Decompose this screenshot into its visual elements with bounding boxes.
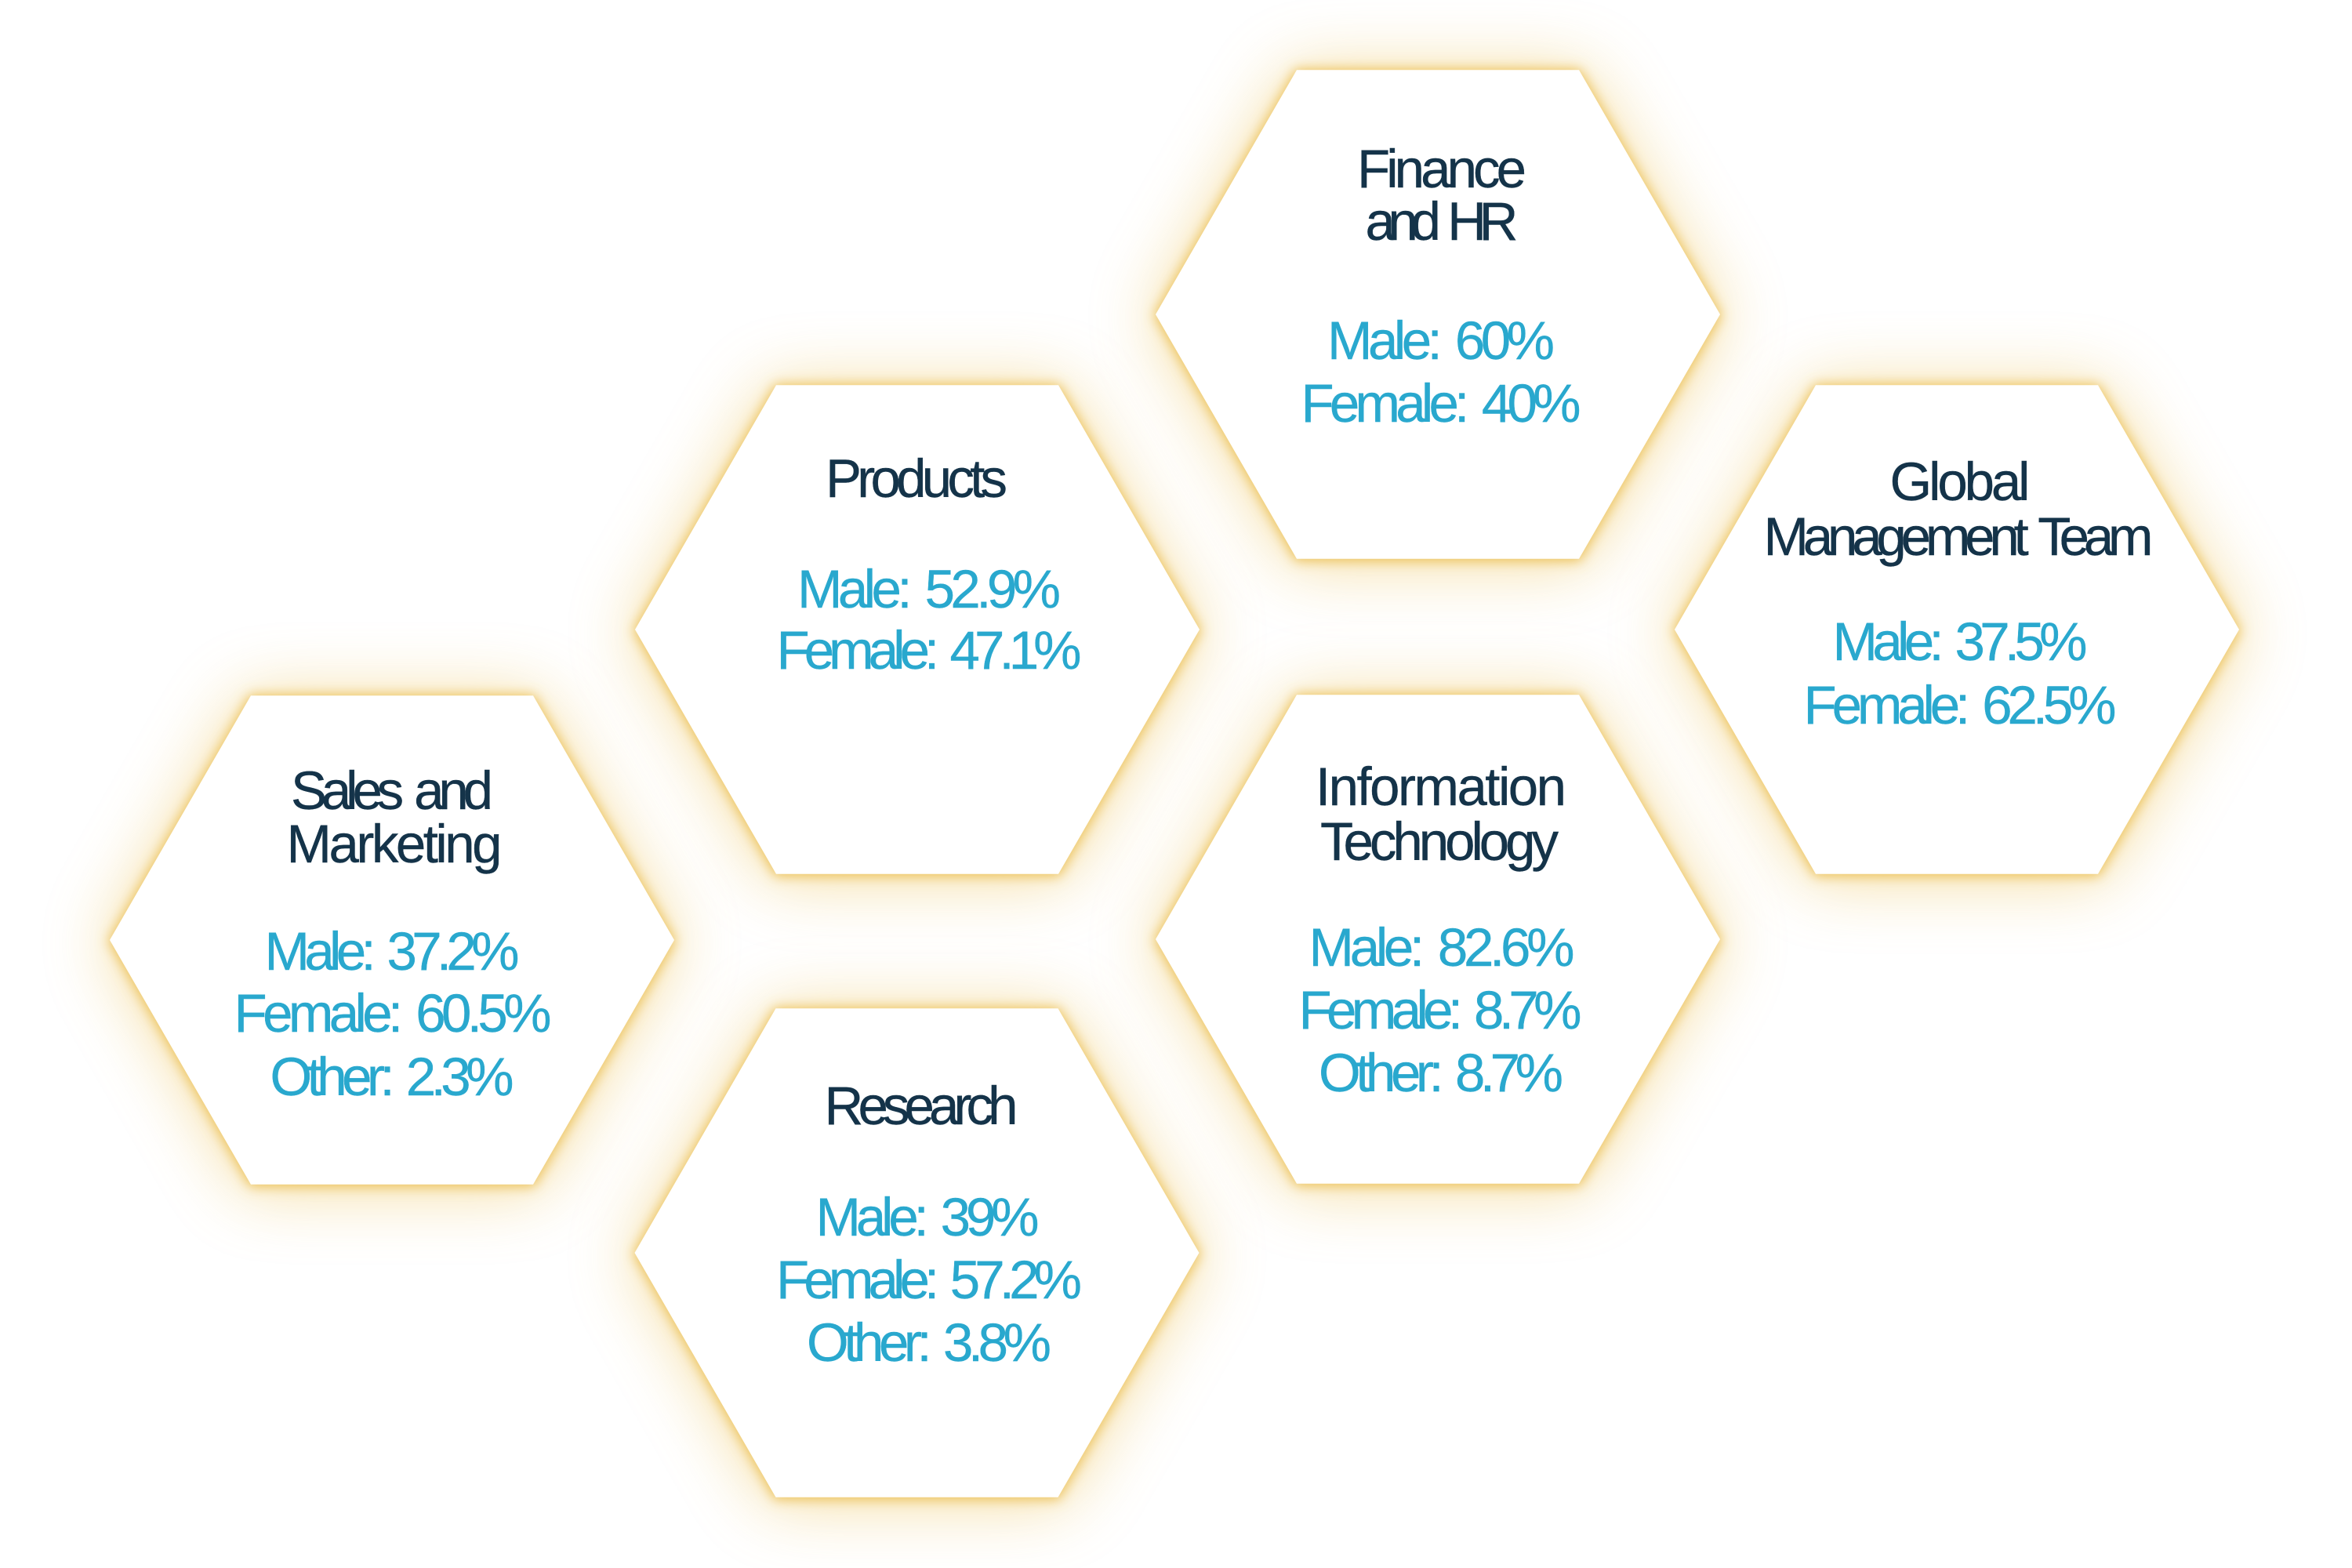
svg-text:Information: Information xyxy=(1316,757,1566,817)
svg-text:Marketing: Marketing xyxy=(287,814,503,874)
svg-text:Technology: Technology xyxy=(1320,811,1559,872)
svg-text:Female: 57.2%: Female: 57.2% xyxy=(776,1250,1082,1310)
svg-text:Finance: Finance xyxy=(1357,139,1526,199)
svg-text:Other: 2.3%: Other: 2.3% xyxy=(270,1047,514,1107)
svg-text:Management Team: Management Team xyxy=(1764,506,2154,567)
svg-text:Products: Products xyxy=(826,448,1007,509)
svg-text:Male: 60%: Male: 60% xyxy=(1327,310,1555,371)
svg-text:Male: 37.5%: Male: 37.5% xyxy=(1833,612,2088,672)
svg-text:Female: 62.5%: Female: 62.5% xyxy=(1804,675,2117,735)
svg-text:Male: 82.6%: Male: 82.6% xyxy=(1309,917,1575,978)
svg-text:Global: Global xyxy=(1890,452,2031,512)
svg-text:Female: 60.5%: Female: 60.5% xyxy=(234,983,552,1044)
svg-text:Sales and: Sales and xyxy=(291,760,493,821)
svg-text:Female: 40%: Female: 40% xyxy=(1301,373,1581,434)
svg-text:Male: 52.9%: Male: 52.9% xyxy=(797,559,1061,619)
svg-text:Other: 8.7%: Other: 8.7% xyxy=(1319,1043,1563,1103)
svg-text:Male: 37.2%: Male: 37.2% xyxy=(265,921,520,982)
svg-text:and HR: and HR xyxy=(1366,191,1519,252)
svg-text:Research: Research xyxy=(825,1076,1018,1136)
svg-text:Female: 47.1%: Female: 47.1% xyxy=(777,620,1082,681)
svg-text:Other: 3.8%: Other: 3.8% xyxy=(807,1312,1051,1373)
svg-text:Male: 39%: Male: 39% xyxy=(816,1187,1040,1247)
svg-text:Female: 8.7%: Female: 8.7% xyxy=(1299,980,1582,1040)
